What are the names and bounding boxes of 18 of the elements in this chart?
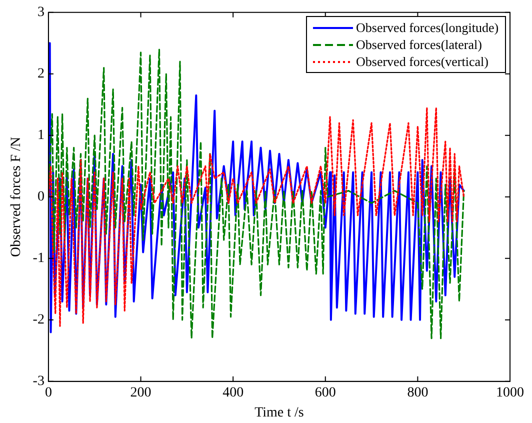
x-tick-label: 800	[407, 385, 428, 400]
x-tick-label: 600	[314, 385, 336, 400]
x-axis-title: Time t /s	[254, 405, 304, 420]
legend-label: Observed forces(lateral)	[356, 36, 482, 54]
x-tick-label: 1000	[496, 385, 524, 400]
y-tick-label: 2	[37, 66, 44, 82]
x-tick-label: 200	[130, 385, 152, 400]
y-tick-label: 0	[37, 190, 44, 205]
legend-label: Observed forces(vertical)	[356, 53, 488, 70]
x-tick-label: 400	[222, 385, 244, 400]
y-tick-label: -1	[32, 251, 44, 266]
y-tick-label: 3	[37, 5, 44, 20]
y-tick-label: -3	[32, 374, 44, 390]
legend-label: Observed forces(longitude)	[356, 19, 499, 36]
y-tick-label: 1	[37, 128, 44, 144]
y-tick-label: -2	[32, 312, 44, 328]
line-series	[48, 106, 465, 327]
y-axis-title: Observed forces F /N	[9, 136, 24, 257]
